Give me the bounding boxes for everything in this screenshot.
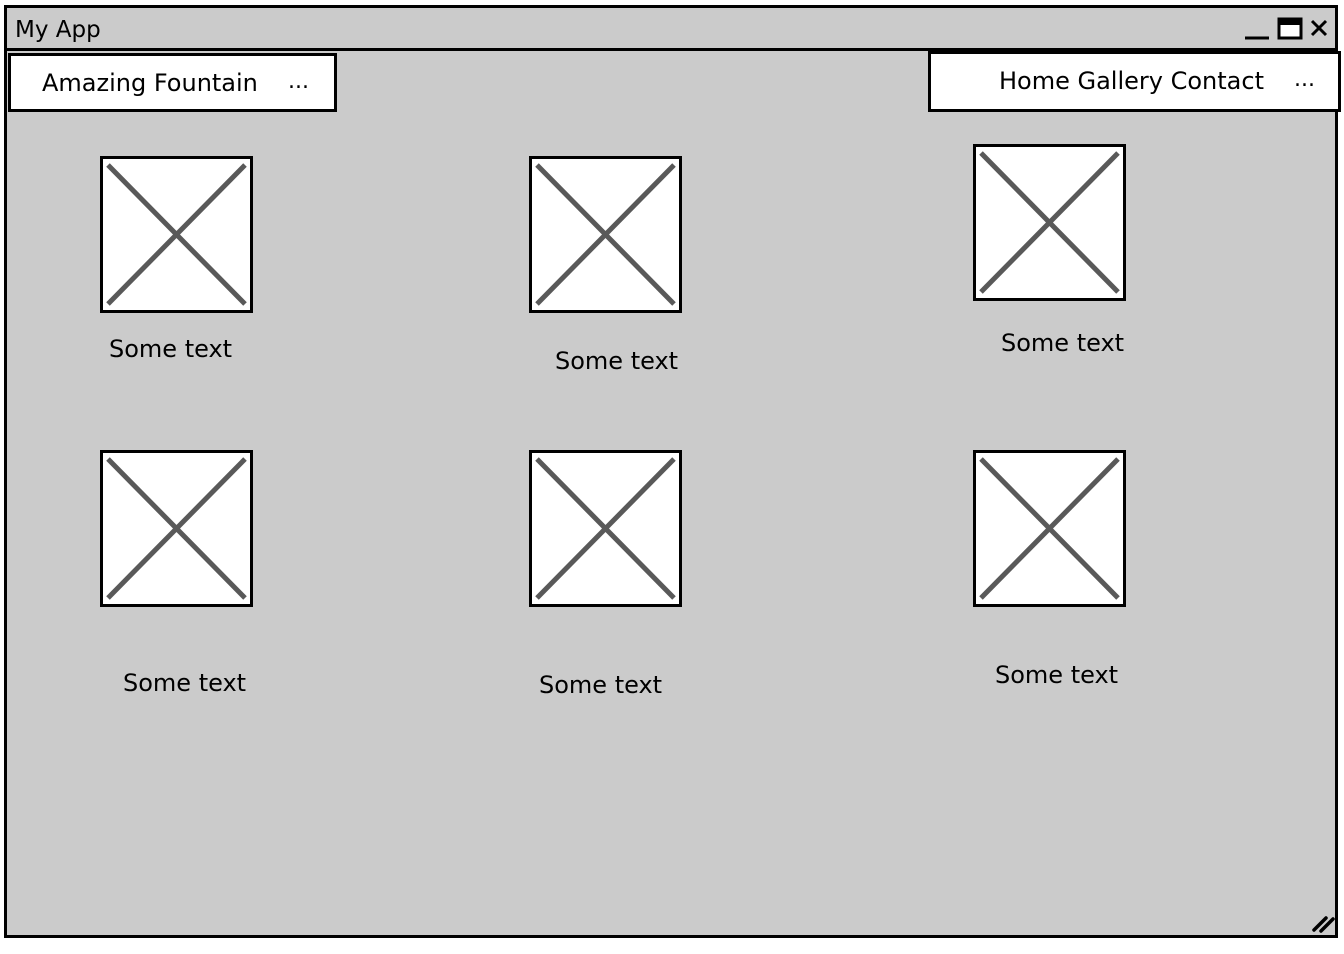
image-placeholder-icon	[973, 450, 1126, 607]
nav-panel: Home Gallery Contact ...	[928, 51, 1341, 112]
brand-panel: Amazing Fountain ...	[8, 53, 337, 112]
window-title: My App	[15, 17, 101, 43]
gallery-caption: Some text	[1001, 329, 1125, 357]
gallery-caption: Some text	[123, 669, 247, 697]
gallery-caption: Some text	[555, 347, 679, 375]
nav-links[interactable]: Home Gallery Contact	[999, 67, 1264, 95]
resize-grip-icon[interactable]	[1312, 910, 1336, 934]
brand-title: Amazing Fountain	[42, 69, 258, 97]
gallery-caption: Some text	[109, 335, 233, 363]
close-icon[interactable]	[1307, 16, 1333, 42]
nav-more-button[interactable]: ...	[1294, 67, 1315, 92]
app-window: My App Amazing Fountain ... Home Gallery…	[4, 5, 1341, 938]
gallery-caption: Some text	[539, 671, 663, 699]
title-bar: My App	[7, 8, 1335, 51]
image-placeholder-icon	[973, 144, 1126, 301]
maximize-icon[interactable]	[1277, 16, 1303, 42]
minimize-icon[interactable]	[1244, 16, 1270, 42]
image-placeholder-icon	[529, 450, 682, 607]
image-placeholder-icon	[100, 450, 253, 607]
gallery-caption: Some text	[995, 661, 1119, 689]
image-placeholder-icon	[529, 156, 682, 313]
brand-more-button[interactable]: ...	[288, 69, 309, 94]
image-placeholder-icon	[100, 156, 253, 313]
